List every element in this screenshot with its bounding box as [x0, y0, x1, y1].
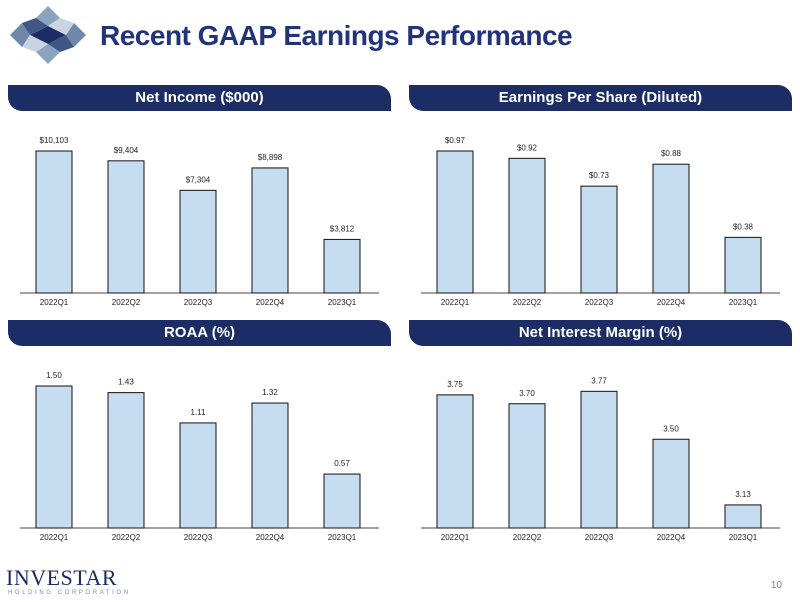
data-label-2022Q1: $10,103	[40, 136, 69, 145]
net-income-chart-title: Net Income ($000)	[8, 85, 391, 111]
tick-label-2022Q3: 2022Q3	[585, 298, 614, 307]
brand-logo-text: INVESTAR	[6, 565, 118, 590]
data-label-2023Q1: 3.13	[735, 490, 751, 499]
page-title: Recent GAAP Earnings Performance	[100, 20, 573, 51]
data-label-2022Q3: $0.73	[589, 171, 610, 180]
tick-label-2022Q3: 2022Q3	[184, 533, 213, 542]
tick-label-2022Q1: 2022Q1	[40, 298, 69, 307]
bar-2022Q3	[580, 185, 618, 294]
data-label-2022Q4: 3.50	[663, 424, 679, 433]
brand-subtitle: HOLDING CORPORATION	[8, 590, 131, 596]
company-logo-icon	[10, 6, 86, 64]
tick-label-2022Q3: 2022Q3	[184, 298, 213, 307]
eps-chart: $0.97 2022Q1 $0.92 2022Q2 $0.73 2022Q3 $0.88 20…	[421, 136, 780, 307]
data-label-2022Q3: 1.11	[191, 408, 207, 417]
data-label-2022Q3: $7,304	[186, 175, 211, 184]
data-label-2023Q1: $0.38	[733, 222, 754, 231]
tick-label-2022Q2: 2022Q2	[112, 298, 141, 307]
bar-2022Q2	[508, 403, 546, 529]
nim-chart: 3.75 2022Q1 3.70 2022Q2 3.77 2022Q3 3.50 2022Q4…	[421, 376, 780, 542]
data-label-2022Q3: 3.77	[591, 376, 607, 385]
data-label-2022Q2: $0.92	[517, 143, 538, 152]
tick-label-2022Q4: 2022Q4	[657, 533, 686, 542]
tick-label-2022Q4: 2022Q4	[657, 298, 686, 307]
bar-2023Q1	[323, 238, 361, 294]
net-income-chart: $10,103 2022Q1 $9,404 2022Q2 $7,304 2022Q3 $8,…	[20, 136, 379, 307]
bar-2022Q2	[107, 392, 145, 529]
data-label-2022Q4: 1.32	[262, 388, 278, 397]
data-label-2022Q1: 1.50	[46, 371, 62, 380]
bar-2022Q4	[652, 163, 690, 294]
data-label-2022Q4: $0.88	[661, 149, 682, 158]
bar-2022Q1	[35, 385, 73, 529]
bar-2022Q1	[436, 150, 474, 294]
tick-label-2022Q1: 2022Q1	[441, 533, 470, 542]
nim-panel: Net Interest Margin (%) 3.75 2022Q1 3.70 20…	[409, 320, 792, 550]
bar-2022Q1	[436, 394, 474, 529]
tick-label-2022Q3: 2022Q3	[585, 533, 614, 542]
eps-chart-title: Earnings Per Share (Diluted)	[409, 85, 792, 111]
bar-2022Q4	[652, 438, 690, 529]
roaa-chart: 1.50 2022Q1 1.43 2022Q2 1.11 2022Q3 1.32 2022Q4…	[20, 371, 379, 542]
tick-label-2022Q2: 2022Q2	[513, 533, 542, 542]
bar-2022Q3	[179, 422, 217, 529]
bar-2023Q1	[724, 236, 762, 294]
tick-label-2023Q1: 2023Q1	[328, 298, 357, 307]
bar-2022Q3	[179, 189, 217, 294]
bar-2022Q1	[35, 150, 73, 294]
page-number: 10	[770, 580, 782, 591]
tick-label-2023Q1: 2023Q1	[328, 533, 357, 542]
tick-label-2022Q2: 2022Q2	[513, 298, 542, 307]
tick-label-2022Q4: 2022Q4	[256, 298, 285, 307]
bar-2022Q4	[251, 167, 289, 294]
data-label-2022Q2: $9,404	[114, 146, 139, 155]
net-income-panel: Net Income ($000) $10,103 2022Q1 $9,404 202…	[8, 85, 391, 315]
data-label-2022Q2: 1.43	[118, 378, 134, 387]
nim-chart-title: Net Interest Margin (%)	[409, 320, 792, 346]
roaa-chart-title: ROAA (%)	[8, 320, 391, 346]
tick-label-2022Q4: 2022Q4	[256, 533, 285, 542]
tick-label-2022Q2: 2022Q2	[112, 533, 141, 542]
data-label-2022Q4: $8,898	[258, 153, 283, 162]
data-label-2023Q1: $3,812	[330, 224, 355, 233]
bar-2023Q1	[724, 504, 762, 529]
bar-2022Q4	[251, 402, 289, 529]
bar-2022Q3	[580, 390, 618, 529]
tick-label-2023Q1: 2023Q1	[729, 298, 758, 307]
bar-2023Q1	[323, 473, 361, 529]
eps-panel: Earnings Per Share (Diluted) $0.97 2022Q1…	[409, 85, 792, 315]
bar-2022Q2	[107, 160, 145, 294]
tick-label-2022Q1: 2022Q1	[40, 533, 69, 542]
data-label-2022Q1: $0.97	[445, 136, 466, 145]
data-label-2022Q1: 3.75	[447, 380, 463, 389]
tick-label-2022Q1: 2022Q1	[441, 298, 470, 307]
tick-label-2023Q1: 2023Q1	[729, 533, 758, 542]
roaa-panel: ROAA (%) 1.50 2022Q1 1.43 2022Q2 1.11 2022Q3 1…	[8, 320, 391, 550]
data-label-2023Q1: 0.57	[334, 459, 350, 468]
data-label-2022Q2: 3.70	[519, 389, 535, 398]
bar-2022Q2	[508, 157, 546, 294]
